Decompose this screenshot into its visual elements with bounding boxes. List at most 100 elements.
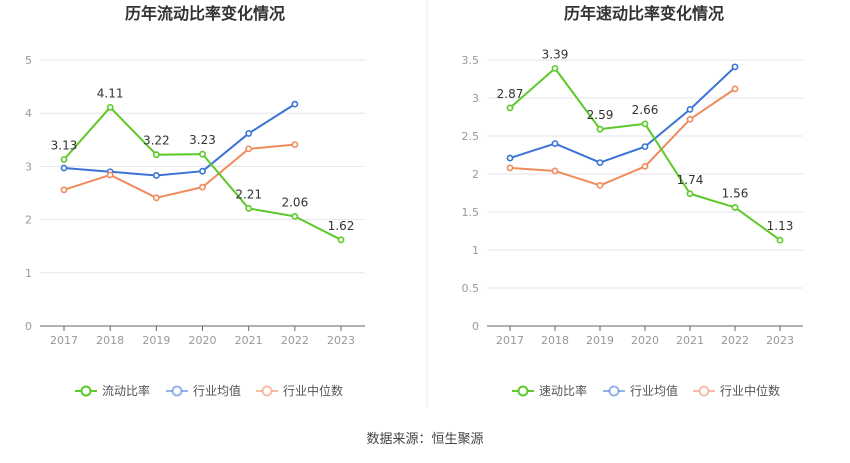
data-point	[106, 171, 114, 179]
data-point	[245, 145, 253, 153]
data-point	[596, 159, 604, 166]
data-point	[337, 236, 345, 244]
y-tick-label: 1	[472, 244, 479, 257]
legend-marker	[698, 385, 710, 397]
data-label: 2.66	[632, 103, 659, 117]
x-tick-label: 2018	[541, 334, 569, 347]
data-point	[291, 100, 299, 108]
legend-marker	[171, 385, 183, 397]
data-label: 3.23	[189, 133, 216, 147]
data-label: 2.59	[587, 108, 614, 122]
y-tick-label: 1	[25, 267, 32, 280]
data-point	[199, 183, 206, 191]
x-tick-label: 2019	[586, 334, 614, 347]
data-point	[245, 130, 253, 137]
data-point	[731, 85, 739, 93]
data-label: 1.74	[677, 173, 704, 187]
data-point	[506, 154, 514, 162]
current-ratio-chart: 历年流动比率变化情况 0 1 2 3 4 5 2017 2018 2019 2020 2021 2022…	[25, 4, 365, 398]
x-tick-label: 2020	[189, 334, 217, 347]
legend-marker	[261, 385, 273, 397]
data-point	[199, 167, 206, 175]
legend-label: 行业均值	[193, 383, 241, 398]
data-label: 2.87	[497, 87, 524, 101]
data-label: 2.06	[281, 195, 308, 209]
x-tick-label: 2022	[721, 334, 749, 347]
y-tick-label: 4	[25, 107, 32, 120]
data-point	[641, 143, 649, 151]
data-point	[731, 204, 739, 211]
data-label: 1.62	[328, 219, 355, 233]
x-tick-label: 2023	[766, 334, 794, 347]
data-point	[199, 150, 206, 158]
data-point	[106, 103, 114, 111]
data-point	[506, 104, 514, 112]
legend-marker	[80, 385, 92, 397]
data-point	[152, 172, 160, 179]
x-tick-label: 2017	[50, 334, 78, 347]
x-tick-label: 2018	[96, 334, 124, 347]
x-tick-label: 2022	[281, 334, 309, 347]
data-label: 4.11	[97, 86, 124, 100]
y-tick-label: 0	[472, 320, 479, 333]
data-point	[506, 164, 514, 172]
x-tick-label: 2021	[676, 334, 704, 347]
data-label: 2.21	[235, 187, 262, 201]
data-point	[641, 120, 649, 128]
x-tick-label: 2023	[327, 334, 355, 347]
y-tick-label: 0	[25, 320, 32, 333]
legend-label: 速动比率	[539, 383, 587, 398]
y-tick-label: 0.5	[462, 282, 480, 295]
y-tick-label: 2.5	[462, 130, 480, 143]
data-point	[551, 64, 559, 72]
data-point	[551, 167, 559, 175]
data-point	[776, 236, 784, 244]
data-point	[60, 186, 68, 194]
legend-label: 行业中位数	[283, 383, 343, 398]
data-point	[245, 205, 253, 212]
data-point	[686, 115, 694, 123]
data-label: 3.22	[143, 134, 170, 148]
data-point	[641, 162, 649, 170]
y-tick-label: 2	[472, 168, 479, 181]
y-tick-label: 3	[25, 160, 32, 173]
data-label: 3.39	[542, 47, 569, 61]
y-tick-label: 3.5	[462, 54, 480, 67]
data-point	[60, 164, 68, 172]
data-label: 1.56	[722, 186, 749, 200]
data-point	[152, 151, 160, 159]
data-point	[731, 63, 739, 71]
y-tick-label: 5	[25, 54, 32, 67]
legend-marker	[517, 385, 529, 397]
series-line-main	[509, 67, 781, 241]
data-label: 3.13	[51, 138, 78, 152]
x-tick-label: 2019	[142, 334, 170, 347]
x-tick-label: 2021	[235, 334, 263, 347]
data-point	[686, 190, 694, 198]
series-line-industry-mean	[509, 66, 736, 164]
series-line-industry-median	[63, 143, 295, 199]
series-line-industry-median	[509, 88, 736, 187]
y-tick-label: 3	[472, 92, 479, 105]
y-tick-label: 1.5	[462, 206, 480, 219]
data-point	[152, 194, 160, 202]
legend-marker	[608, 385, 620, 397]
data-point	[291, 213, 299, 220]
quick-ratio-chart: 历年速动比率变化情况 0 0.5 1 1.5 2 2.5 3 3.5 2017 2018 2019 20…	[462, 4, 803, 398]
data-label: 1.13	[767, 219, 794, 233]
data-source-note: 数据来源：恒生聚源	[366, 432, 484, 447]
data-point	[596, 181, 604, 189]
data-point	[291, 141, 299, 148]
series-line-industry-mean	[63, 103, 296, 177]
chart-title: 历年流动比率变化情况	[125, 4, 285, 23]
data-point	[60, 156, 68, 163]
data-point	[551, 140, 559, 147]
y-tick-label: 2	[25, 214, 32, 227]
chart-title: 历年速动比率变化情况	[564, 4, 724, 23]
legend-label: 行业中位数	[720, 383, 780, 398]
x-tick-label: 2017	[496, 334, 524, 347]
x-tick-label: 2020	[631, 334, 659, 347]
legend-label: 流动比率	[102, 383, 150, 398]
legend-label: 行业均值	[630, 383, 678, 398]
